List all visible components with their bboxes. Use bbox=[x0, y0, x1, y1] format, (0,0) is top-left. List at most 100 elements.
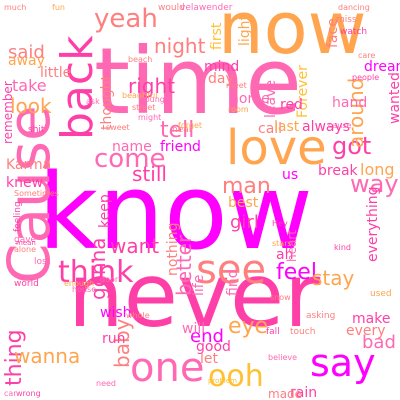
word-every: every bbox=[346, 323, 386, 339]
word-leave: leave bbox=[263, 80, 279, 118]
word-man: man bbox=[222, 174, 271, 199]
word-lost: lost bbox=[34, 257, 51, 267]
word-away: away bbox=[8, 53, 45, 69]
word-thought: thought bbox=[99, 74, 115, 130]
word-used: used bbox=[370, 289, 392, 299]
word-little: little bbox=[40, 65, 72, 81]
word-alone: alone bbox=[14, 245, 37, 254]
word-gave: gave bbox=[14, 235, 37, 245]
word-kind: kind bbox=[334, 243, 352, 252]
word-much: much bbox=[4, 3, 27, 12]
word-hear: hear bbox=[172, 125, 193, 135]
word-hand: hand bbox=[332, 95, 368, 111]
word-care: care bbox=[358, 51, 376, 60]
word-come: come bbox=[94, 144, 166, 174]
word-mind: mind bbox=[204, 59, 240, 75]
word-everything: everything bbox=[365, 186, 381, 262]
word-beautiful: beautiful bbox=[122, 91, 158, 100]
word-wish: wish bbox=[100, 305, 132, 321]
word-best: best bbox=[228, 195, 259, 211]
word-love: love bbox=[226, 120, 327, 176]
word-red: red bbox=[280, 97, 303, 113]
word-stay: stay bbox=[312, 266, 355, 290]
word-made: made bbox=[268, 387, 303, 400]
word-need: need bbox=[96, 379, 116, 388]
word-will: will bbox=[182, 321, 206, 337]
word-feel: feel bbox=[276, 260, 317, 285]
word-sometimes: Sometimes bbox=[14, 189, 59, 198]
word-nothing: nothing bbox=[165, 222, 181, 276]
word-whole: whole bbox=[126, 311, 150, 320]
word-find: find bbox=[225, 269, 241, 296]
word-cause-small: cause bbox=[328, 121, 352, 130]
word-ask: ask bbox=[86, 97, 100, 106]
word-beach: beach bbox=[128, 55, 153, 64]
word-forget: forget bbox=[178, 121, 202, 130]
word-still: still bbox=[132, 162, 167, 186]
word-meet: meet bbox=[226, 81, 247, 90]
word-might: might bbox=[138, 113, 162, 122]
word-car: car bbox=[4, 389, 17, 398]
word-remember: remember bbox=[1, 81, 15, 144]
word-good: good bbox=[196, 339, 231, 355]
word-always: always bbox=[302, 119, 351, 135]
word-feeling: feeling bbox=[13, 201, 23, 232]
word-want: want bbox=[110, 234, 160, 258]
word-home: home bbox=[230, 91, 270, 107]
word-door: door bbox=[100, 275, 119, 284]
word-eye: eye bbox=[228, 314, 269, 339]
word-see: see bbox=[196, 247, 267, 293]
word-first: first bbox=[209, 22, 225, 50]
word-would: would bbox=[158, 3, 185, 13]
word-us: us bbox=[282, 167, 299, 183]
word-ooh: ooh bbox=[208, 359, 264, 394]
word-right: right bbox=[128, 74, 175, 98]
word-friend: friend bbox=[160, 139, 201, 155]
word-time: time bbox=[94, 28, 302, 135]
word-asking: asking bbox=[306, 311, 336, 321]
word-bad: bad bbox=[362, 332, 396, 353]
word-house: house bbox=[72, 285, 97, 294]
word-enough: enough bbox=[64, 279, 95, 288]
word-ah: ah bbox=[276, 247, 294, 263]
word-rain: rain bbox=[290, 385, 318, 400]
word-long: long bbox=[360, 160, 395, 179]
word-take: take bbox=[12, 76, 47, 95]
word-believe: believe bbox=[268, 353, 298, 362]
word-knew: knew bbox=[6, 175, 44, 191]
word-way: way bbox=[350, 170, 399, 198]
word-hey: Hey bbox=[272, 219, 288, 228]
word-know: know bbox=[38, 151, 313, 273]
word-last: last bbox=[274, 119, 300, 135]
word-wrong: wrong bbox=[16, 389, 41, 398]
word-dream: dream bbox=[364, 59, 400, 75]
word-around: around bbox=[344, 77, 368, 148]
word-never: never bbox=[68, 244, 321, 347]
word-yeah: yeah bbox=[94, 4, 158, 34]
word-back: back bbox=[52, 35, 103, 140]
word-end: end bbox=[190, 326, 224, 347]
word-make: make bbox=[352, 311, 391, 327]
word-day: day bbox=[208, 71, 234, 87]
word-keep: keep bbox=[97, 194, 113, 228]
word-call: call bbox=[258, 121, 283, 137]
word-miss: miss bbox=[336, 15, 357, 25]
word-street: street bbox=[132, 103, 156, 112]
word-world: world bbox=[14, 279, 39, 289]
word-sweet: sweet bbox=[106, 123, 130, 132]
word-fall: fall bbox=[266, 327, 280, 337]
word-one: one bbox=[130, 345, 205, 391]
word-young: young bbox=[140, 95, 165, 104]
word-wanna: wanna bbox=[14, 344, 81, 368]
word-say: say bbox=[310, 341, 376, 385]
word-karma: Karma bbox=[6, 157, 52, 173]
word-shit: shit bbox=[28, 125, 45, 135]
word-touch: touch bbox=[290, 327, 316, 337]
word-velawender: velawender bbox=[180, 3, 233, 13]
word-think: think bbox=[58, 255, 134, 290]
word-said: said bbox=[8, 42, 45, 63]
word-life: life bbox=[191, 274, 207, 296]
word-tell: tell bbox=[160, 118, 195, 143]
word-name: name bbox=[112, 139, 152, 155]
